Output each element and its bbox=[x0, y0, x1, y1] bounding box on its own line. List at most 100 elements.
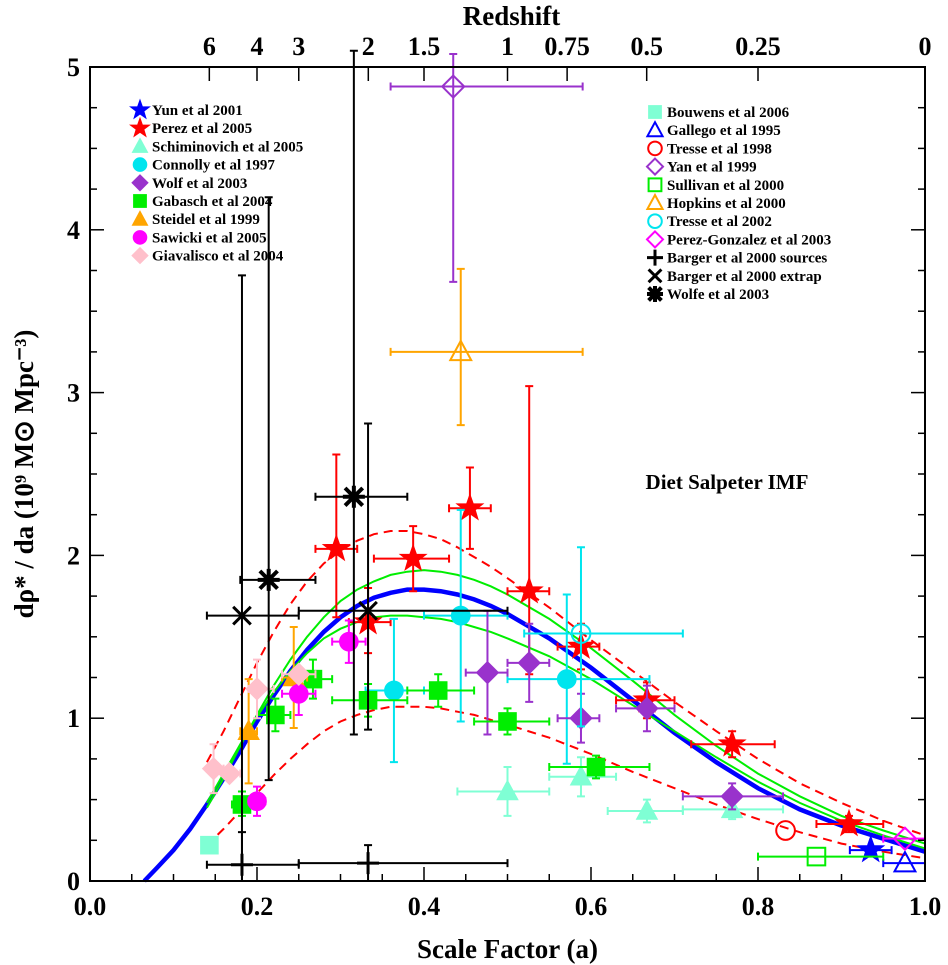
legend-marker bbox=[647, 249, 663, 266]
data-point bbox=[358, 600, 378, 621]
redshift-tick-label: 0.5 bbox=[630, 32, 663, 61]
redshift-tick-label: 0.25 bbox=[735, 32, 781, 61]
y-tick-label: 3 bbox=[67, 379, 80, 408]
data-point bbox=[237, 719, 260, 740]
legend-right: Bouwens et al 2006 Gallego et al 1995 Tres… bbox=[645, 105, 831, 303]
series-sullivan-et-al-2000 bbox=[757, 846, 885, 867]
x-axis-title: Scale Factor (a) bbox=[417, 934, 598, 964]
legend-label: Perez-Gonzalez et al 2003 bbox=[667, 232, 831, 248]
data-point bbox=[217, 761, 242, 786]
legend-label: Giavalisco et al 2004 bbox=[152, 249, 284, 265]
legend-label: Gallego et al 1995 bbox=[667, 123, 781, 139]
redshift-tick-label: 2 bbox=[362, 32, 375, 61]
data-point bbox=[384, 680, 404, 701]
series-wolfe-et-al-2003 bbox=[239, 49, 409, 782]
y-tick-label: 5 bbox=[67, 53, 80, 82]
data-point bbox=[398, 543, 428, 572]
data-point bbox=[287, 662, 311, 686]
y-tick-label: 4 bbox=[67, 216, 80, 245]
legend-label: Yun et al 2001 bbox=[152, 103, 243, 119]
data-point bbox=[455, 492, 485, 521]
x-error-bar bbox=[757, 852, 885, 861]
imf-annotation: Diet Salpeter IMF bbox=[646, 470, 809, 494]
y-error-bar bbox=[576, 546, 585, 728]
legend-label: Schiminovich et al 2005 bbox=[152, 139, 303, 155]
x-tick-label: 1.0 bbox=[909, 892, 942, 921]
data-point bbox=[892, 826, 918, 852]
series-tresse-et-al-1998 bbox=[775, 820, 796, 841]
data-point bbox=[232, 605, 252, 626]
data-point bbox=[450, 605, 471, 626]
legend-label: Gabasch et al 2004 bbox=[152, 194, 273, 210]
legend-marker bbox=[131, 210, 149, 226]
data-point bbox=[247, 791, 267, 812]
redshift-tick-label: 4 bbox=[251, 32, 264, 61]
y-error-bar bbox=[349, 49, 358, 736]
redshift-tick-label: 1 bbox=[501, 32, 514, 61]
data-point bbox=[245, 677, 269, 701]
series-hopkins-et-al-2000 bbox=[389, 267, 584, 427]
legend-marker bbox=[131, 137, 149, 153]
legend-marker bbox=[645, 229, 665, 249]
data-point bbox=[357, 852, 380, 875]
x-error-bar bbox=[297, 606, 509, 615]
y-error-bar bbox=[364, 422, 373, 731]
legend-marker bbox=[129, 116, 151, 138]
data-point bbox=[635, 696, 659, 721]
data-point bbox=[517, 651, 541, 675]
data-point bbox=[892, 849, 918, 873]
data-point bbox=[339, 631, 359, 652]
curve-upper-green bbox=[206, 569, 926, 845]
legend-marker bbox=[132, 230, 148, 245]
legend-marker bbox=[645, 120, 665, 138]
y-axis-title: dρ* / da (10⁹ M⊙ Mpc⁻³) bbox=[9, 330, 39, 619]
x-tick-label: 0.2 bbox=[241, 892, 274, 921]
redshift-tick-label: 1.5 bbox=[408, 32, 441, 61]
y-error-bar bbox=[264, 196, 273, 782]
x-tick-label: 0.4 bbox=[408, 892, 441, 921]
top-axis-title: Redshift bbox=[463, 1, 561, 31]
data-point bbox=[775, 820, 796, 841]
legend-marker bbox=[647, 268, 663, 284]
legend-label: Connolly et al 1997 bbox=[152, 158, 275, 174]
data-point bbox=[717, 728, 747, 757]
data-point bbox=[635, 798, 659, 820]
legend-label: Yan et al 1999 bbox=[667, 160, 757, 176]
data-point bbox=[556, 669, 577, 689]
data-point bbox=[342, 485, 365, 508]
data-point bbox=[834, 808, 864, 837]
data-point bbox=[514, 575, 544, 604]
series-barger-et-al-2000-sources bbox=[205, 831, 509, 882]
x-tick-label: 0.8 bbox=[742, 892, 775, 921]
data-point bbox=[428, 681, 448, 700]
data-point bbox=[498, 712, 517, 731]
data-point bbox=[257, 568, 280, 591]
legend-marker bbox=[131, 174, 149, 192]
series-bouwens-et-al-2006 bbox=[200, 835, 219, 855]
legend-label: Tresse et al 1998 bbox=[667, 141, 772, 157]
y-tick-label: 2 bbox=[67, 541, 80, 570]
x-error-bar bbox=[297, 859, 509, 868]
legend: Yun et al 2001 Perez et al 2005 Schiminovi… bbox=[129, 98, 831, 303]
legend-label: Tresse et al 2002 bbox=[667, 214, 772, 230]
legend-label: Bouwens et al 2006 bbox=[667, 105, 790, 121]
y-tick-label: 1 bbox=[67, 704, 80, 733]
legend-marker bbox=[647, 177, 663, 193]
legend-label: Barger et al 2000 sources bbox=[667, 251, 827, 267]
y-error-bar bbox=[449, 52, 458, 283]
data-point bbox=[570, 623, 592, 644]
data-point bbox=[200, 835, 219, 855]
series-yan-et-al-1999 bbox=[389, 52, 584, 283]
legend-label: Hopkins et al 2000 bbox=[667, 196, 786, 212]
redshift-tick-label: 0 bbox=[919, 32, 932, 61]
legend-label: Sawicki et al 2005 bbox=[152, 230, 267, 246]
data-point bbox=[440, 74, 466, 99]
legend-label: Barger et al 2000 extrap bbox=[667, 269, 822, 285]
legend-label: Wolfe et al 2003 bbox=[667, 287, 769, 303]
data-point bbox=[448, 338, 473, 362]
data-points bbox=[200, 49, 926, 882]
legend-marker bbox=[647, 140, 663, 157]
legend-marker bbox=[131, 246, 149, 265]
legend-marker bbox=[129, 98, 151, 120]
